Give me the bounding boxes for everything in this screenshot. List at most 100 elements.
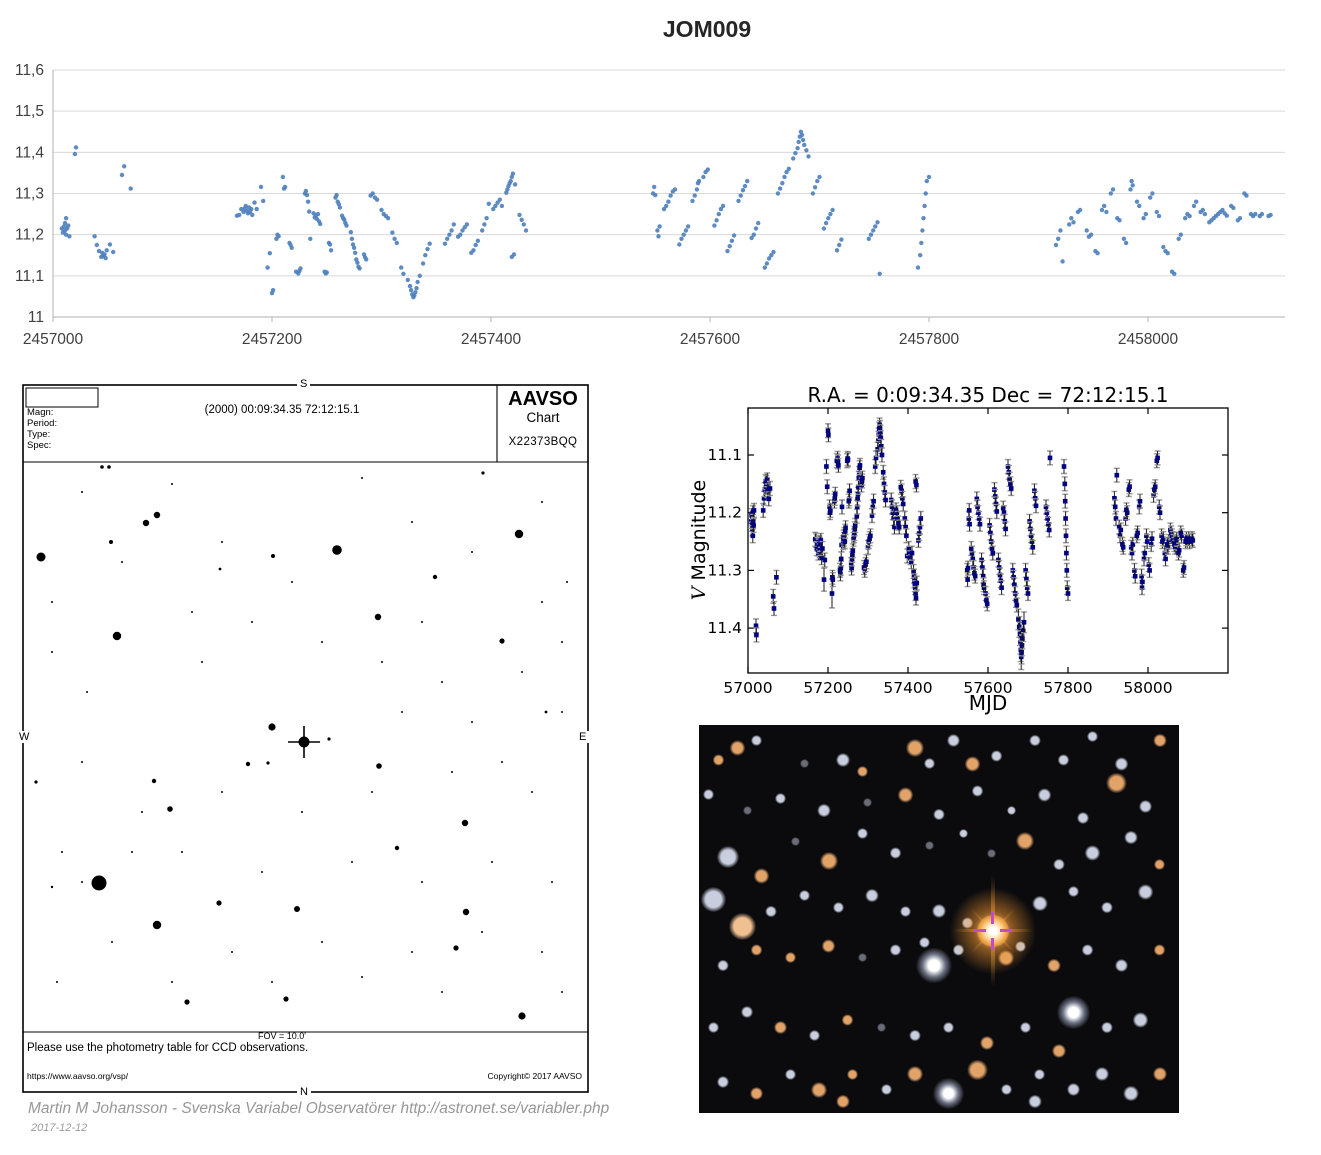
star bbox=[541, 501, 543, 503]
star bbox=[561, 711, 563, 713]
star bbox=[541, 951, 543, 953]
sky-star bbox=[980, 1036, 994, 1050]
data-point bbox=[315, 211, 321, 217]
data-point bbox=[1190, 538, 1196, 543]
data-point bbox=[753, 623, 759, 629]
data-point bbox=[1176, 236, 1181, 241]
data-point bbox=[860, 475, 865, 481]
data-point bbox=[793, 151, 798, 156]
data-point bbox=[714, 218, 719, 223]
errorbar-caps bbox=[1181, 559, 1187, 576]
data-point bbox=[696, 178, 702, 184]
star bbox=[481, 471, 485, 475]
data-point bbox=[420, 261, 426, 266]
data-point bbox=[1162, 550, 1168, 556]
data-point bbox=[767, 486, 773, 491]
star bbox=[171, 981, 173, 983]
data-point bbox=[765, 488, 770, 494]
data-point bbox=[1005, 464, 1011, 469]
data-point bbox=[61, 224, 67, 229]
data-point bbox=[1045, 516, 1050, 521]
data-point bbox=[1021, 620, 1027, 625]
data-point bbox=[908, 555, 913, 560]
sky-star bbox=[946, 733, 961, 748]
data-point bbox=[873, 455, 879, 461]
data-point bbox=[1110, 187, 1116, 192]
data-point bbox=[813, 538, 819, 543]
data-point bbox=[904, 533, 909, 539]
sky-star bbox=[1124, 830, 1138, 845]
sky-star bbox=[942, 1022, 955, 1034]
data-point bbox=[988, 530, 993, 536]
compass-north-label: N bbox=[297, 1086, 311, 1098]
data-point bbox=[508, 178, 513, 184]
data-point bbox=[1060, 259, 1065, 264]
sky-star bbox=[712, 754, 724, 766]
data-point bbox=[989, 546, 995, 551]
sky-star bbox=[1132, 1012, 1149, 1028]
data-point bbox=[451, 222, 456, 227]
data-point bbox=[304, 192, 310, 198]
data-point bbox=[774, 575, 779, 580]
data-point bbox=[802, 142, 807, 148]
data-point bbox=[348, 230, 353, 235]
data-point bbox=[471, 248, 476, 253]
data-point bbox=[1134, 533, 1140, 539]
sky-star bbox=[750, 734, 763, 747]
sky-star bbox=[862, 798, 872, 808]
data-point bbox=[354, 257, 359, 262]
data-point bbox=[1056, 236, 1061, 241]
data-point bbox=[449, 228, 454, 233]
data-point bbox=[1237, 216, 1243, 221]
data-point bbox=[1152, 484, 1158, 489]
star bbox=[371, 791, 373, 793]
data-point bbox=[370, 191, 375, 196]
data-point bbox=[856, 485, 861, 490]
data-point bbox=[1016, 617, 1021, 622]
sky-star bbox=[865, 888, 879, 903]
data-point bbox=[1155, 455, 1160, 461]
errorbar-caps bbox=[1153, 453, 1160, 469]
data-point bbox=[881, 481, 887, 487]
errorbar-caps bbox=[1126, 479, 1133, 495]
data-point bbox=[891, 516, 896, 521]
sky-star bbox=[897, 786, 914, 803]
sky-star bbox=[819, 851, 838, 870]
target-star bbox=[298, 736, 310, 748]
data-point bbox=[1194, 199, 1199, 204]
sky-star bbox=[716, 845, 740, 869]
data-point bbox=[806, 154, 811, 159]
sky-star bbox=[1067, 886, 1080, 898]
star bbox=[100, 465, 104, 469]
sky-star bbox=[933, 808, 945, 820]
data-point bbox=[745, 178, 750, 184]
data-point bbox=[1164, 542, 1170, 547]
star bbox=[361, 477, 363, 479]
data-point bbox=[753, 226, 759, 231]
star bbox=[411, 521, 413, 523]
star bbox=[151, 778, 157, 784]
data-point bbox=[66, 223, 71, 228]
sky-star bbox=[971, 785, 984, 797]
data-point bbox=[1121, 236, 1127, 241]
data-point bbox=[868, 533, 873, 539]
sky-star bbox=[1028, 1094, 1042, 1109]
data-point bbox=[328, 248, 334, 253]
sky-star bbox=[1154, 859, 1166, 871]
data-point bbox=[119, 172, 125, 178]
data-point bbox=[401, 271, 406, 276]
data-point bbox=[749, 235, 754, 241]
mjd-y-axis-label: V Magnitude bbox=[688, 480, 710, 600]
sky-star bbox=[742, 805, 752, 815]
data-point bbox=[652, 184, 657, 190]
star bbox=[216, 900, 222, 906]
data-point bbox=[839, 237, 844, 242]
data-point bbox=[1099, 207, 1105, 213]
data-point bbox=[837, 242, 842, 248]
data-point bbox=[800, 137, 806, 143]
data-point bbox=[1174, 536, 1180, 542]
data-point bbox=[308, 236, 313, 241]
sky-star bbox=[798, 890, 811, 902]
data-point bbox=[683, 228, 689, 233]
data-point bbox=[826, 432, 831, 438]
